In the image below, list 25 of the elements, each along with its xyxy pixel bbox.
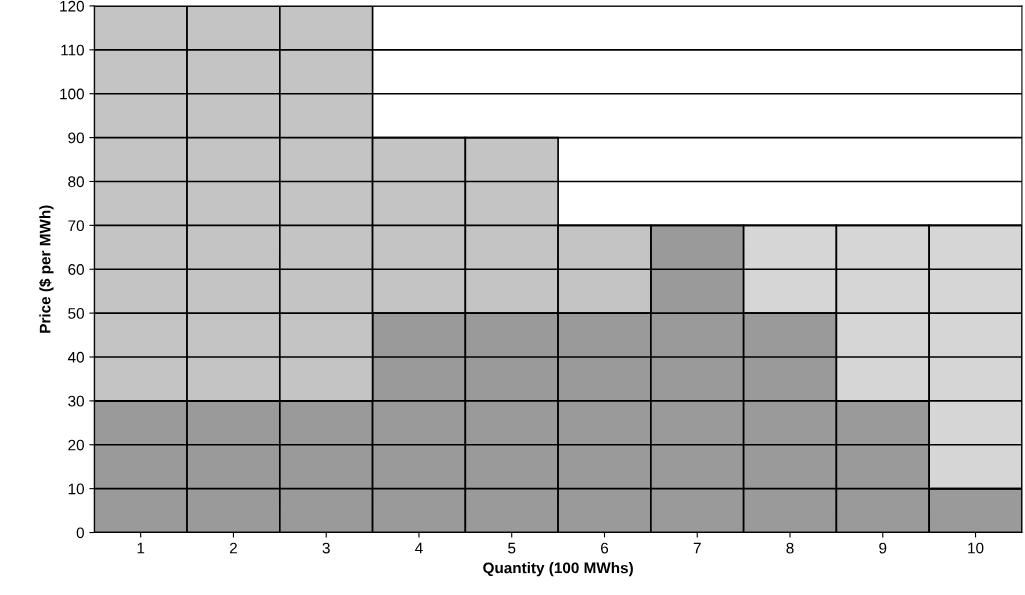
y-tick-label: 110 xyxy=(61,44,84,56)
y-axis-title: Price ($ per MWh) xyxy=(39,205,54,333)
y-tick-label: 50 xyxy=(68,307,84,319)
x-tick-label: 4 xyxy=(415,542,423,554)
y-tick-label: 120 xyxy=(60,0,84,12)
y-tick-label: 40 xyxy=(67,351,84,363)
x-tick-label: 9 xyxy=(879,542,887,554)
y-tick-label: 0 xyxy=(76,527,84,539)
x-tick-label: 2 xyxy=(229,542,237,554)
x-axis-title: Quantity (100 MWhs) xyxy=(483,562,633,577)
y-tick-label: 80 xyxy=(68,176,84,188)
x-tick-label: 5 xyxy=(508,542,516,554)
y-tick-label: 100 xyxy=(60,88,84,100)
y-tick-label: 20 xyxy=(68,439,84,451)
y-tick-label: 60 xyxy=(68,264,84,275)
x-tick-label: 10 xyxy=(968,542,984,554)
y-tick-label: 90 xyxy=(68,132,84,144)
y-tick-label: 30 xyxy=(68,395,84,407)
x-tick-label: 6 xyxy=(601,542,609,554)
x-tick-label: 1 xyxy=(137,542,145,554)
y-tick-label: 70 xyxy=(68,220,84,232)
y-tick-label: 10 xyxy=(68,483,84,495)
x-tick-label: 3 xyxy=(322,542,330,554)
x-tick-label: 8 xyxy=(786,542,794,554)
x-tick-label: 7 xyxy=(693,542,701,554)
